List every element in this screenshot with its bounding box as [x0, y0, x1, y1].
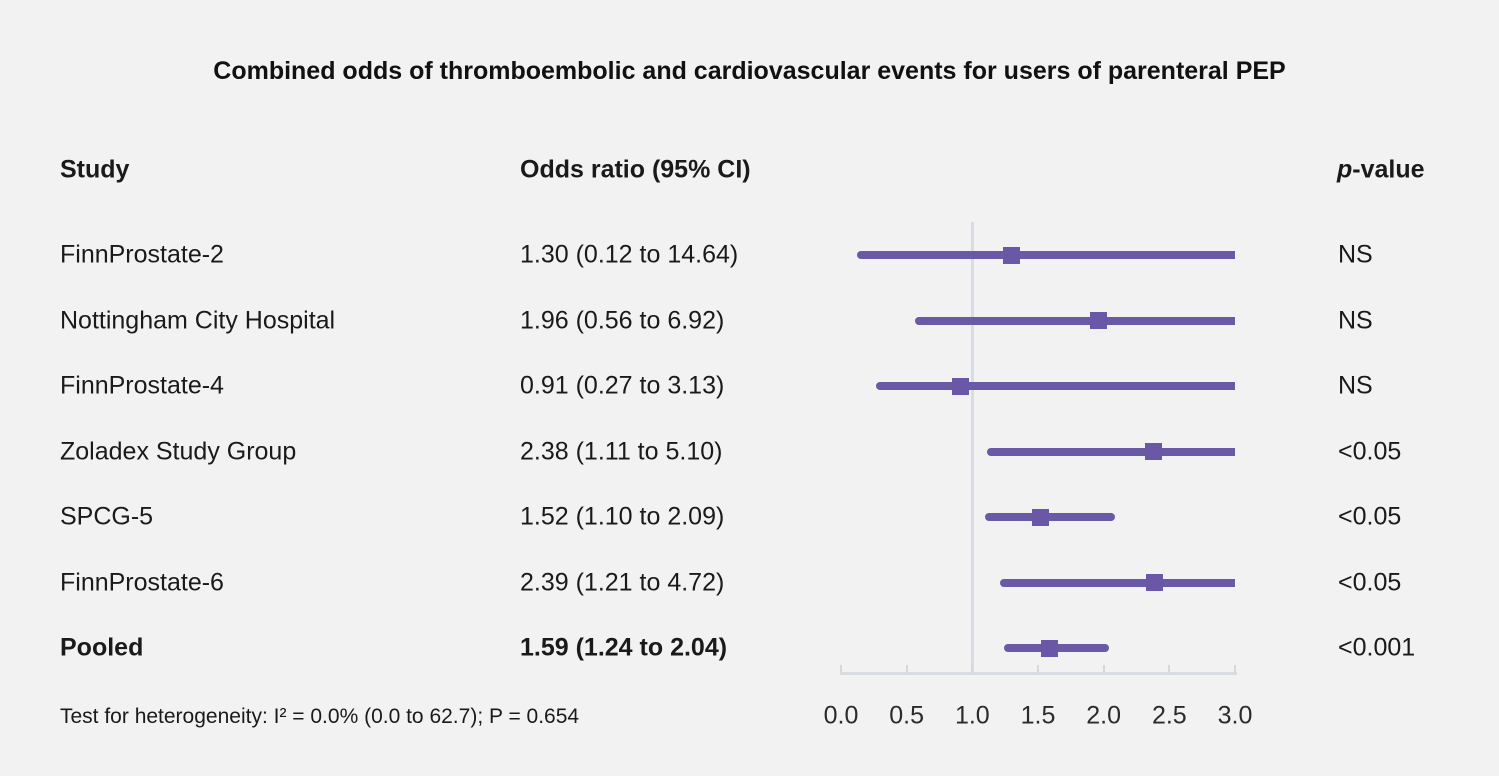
or-marker [1145, 443, 1163, 460]
odds-ratio-value: 0.91 (0.27 to 3.13) [520, 371, 725, 400]
axis-tick-label: 0.5 [889, 701, 925, 730]
axis-tick [1037, 665, 1039, 673]
axis-tick [971, 665, 974, 673]
axis-tick-label: 1.5 [1020, 701, 1056, 730]
study-label: SPCG-5 [60, 502, 154, 531]
p-value-header-rest: -value [1352, 155, 1425, 184]
or-marker [1003, 246, 1021, 264]
axis-tick [905, 665, 908, 673]
study-label: Zoladex Study Group [60, 437, 297, 465]
study-label: FinnProstate-4 [60, 371, 224, 400]
study-label: Pooled [60, 633, 144, 662]
odds-ratio-value: 2.38 (1.11 to 5.10) [520, 437, 723, 465]
odds-ratio-value: 1.52 (1.10 to 2.09) [520, 502, 725, 531]
ci-bar [999, 578, 1235, 587]
or-marker [1146, 574, 1164, 591]
reference-line [970, 222, 974, 675]
or-marker [1032, 508, 1050, 526]
axis-tick [840, 665, 842, 673]
or-marker [952, 377, 969, 395]
axis-tick-label: 2.0 [1086, 701, 1122, 730]
p-value: <0.05 [1338, 502, 1402, 531]
ci-bar [876, 382, 1235, 390]
axis-tick-label: 2.5 [1151, 701, 1187, 730]
axis-tick-label: 3.0 [1217, 701, 1253, 730]
p-value: <0.05 [1338, 568, 1402, 596]
axis-tick [1168, 665, 1171, 673]
p-value: NS [1338, 306, 1373, 334]
odds-ratio-value: 1.30 (0.12 to 14.64) [520, 240, 739, 269]
axis-tick-label: 0.0 [823, 701, 859, 730]
study-label: FinnProstate-2 [60, 240, 224, 269]
or-marker [1089, 312, 1107, 329]
study-label: Nottingham City Hospital [60, 306, 336, 334]
ci-bar [856, 251, 1235, 259]
p-value-header-italic-p: p [1337, 155, 1353, 184]
x-axis-line [840, 672, 1237, 675]
odds-ratio-value: 1.96 (0.56 to 6.92) [520, 306, 725, 334]
chart-title: Combined odds of thromboembolic and card… [213, 57, 1286, 85]
column-header-odds-ratio: Odds ratio (95% CI) [520, 155, 751, 184]
ci-bar [985, 513, 1116, 521]
heterogeneity-note: Test for heterogeneity: I² = 0.0% (0.0 t… [60, 705, 580, 728]
ci-bar [986, 447, 1235, 456]
or-marker [1041, 639, 1059, 657]
ci-bar [914, 316, 1235, 325]
p-value: NS [1338, 240, 1373, 269]
p-value: <0.001 [1338, 633, 1416, 662]
odds-ratio-value: 1.59 (1.24 to 2.04) [520, 633, 728, 662]
p-value: NS [1338, 371, 1373, 400]
odds-ratio-value: 2.39 (1.21 to 4.72) [520, 568, 725, 596]
column-header-study: Study [60, 155, 130, 184]
axis-tick [1102, 665, 1105, 673]
axis-tick [1234, 665, 1236, 673]
column-header-p-value: p-value [1337, 156, 1425, 185]
p-value: <0.05 [1338, 437, 1402, 465]
axis-tick-label: 1.0 [954, 701, 990, 730]
study-label: FinnProstate-6 [60, 568, 224, 596]
